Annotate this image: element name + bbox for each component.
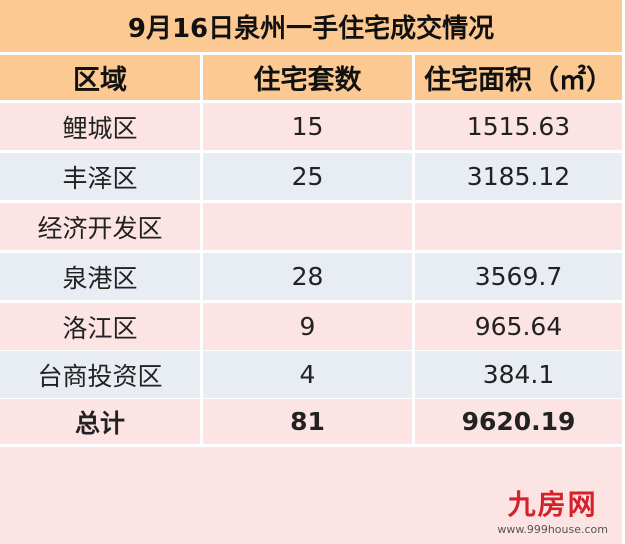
cell-units: 15: [203, 103, 412, 150]
cell-area: 965.64: [415, 303, 622, 350]
cell-area: 3185.12: [415, 153, 622, 200]
table-row: 泉港区 28 3569.7: [0, 253, 625, 300]
total-row: 总计 81 9620.19: [0, 399, 625, 444]
total-units: 81: [203, 399, 412, 444]
cell-units: 28: [203, 253, 412, 300]
total-district: 总计: [0, 399, 200, 444]
table-title: 9月16日泉州一手住宅成交情况: [0, 0, 622, 52]
table-row: 洛江区 9 965.64: [0, 303, 625, 350]
header-units: 住宅套数: [203, 55, 412, 100]
cell-district: 经济开发区: [0, 203, 200, 250]
cell-area: 1515.63: [415, 103, 622, 150]
cell-units: 4: [203, 351, 412, 398]
table-row: 鲤城区 15 1515.63: [0, 103, 625, 150]
table-row: 台商投资区 4 384.1: [0, 351, 625, 398]
logo-url: www.999house.com: [497, 523, 608, 536]
cell-district: 鲤城区: [0, 103, 200, 150]
watermark-logo: 九房网 www.999house.com: [497, 483, 608, 536]
cell-district: 洛江区: [0, 303, 200, 350]
cell-district: 台商投资区: [0, 351, 200, 398]
header-row: 区域 住宅套数 住宅面积（㎡）: [0, 55, 625, 100]
table-row: 经济开发区: [0, 203, 625, 250]
cell-units: 9: [203, 303, 412, 350]
cell-area: [415, 203, 622, 250]
cell-units: 25: [203, 153, 412, 200]
header-district: 区域: [0, 55, 200, 100]
header-area: 住宅面积（㎡）: [415, 55, 622, 100]
cell-units: [203, 203, 412, 250]
cell-district: 丰泽区: [0, 153, 200, 200]
logo-name: 九房网: [507, 488, 598, 521]
cell-area: 384.1: [415, 351, 622, 398]
total-area: 9620.19: [415, 399, 622, 444]
cell-area: 3569.7: [415, 253, 622, 300]
cell-district: 泉港区: [0, 253, 200, 300]
footer-area: 九房网 www.999house.com: [0, 447, 622, 544]
table-row: 丰泽区 25 3185.12: [0, 153, 625, 200]
